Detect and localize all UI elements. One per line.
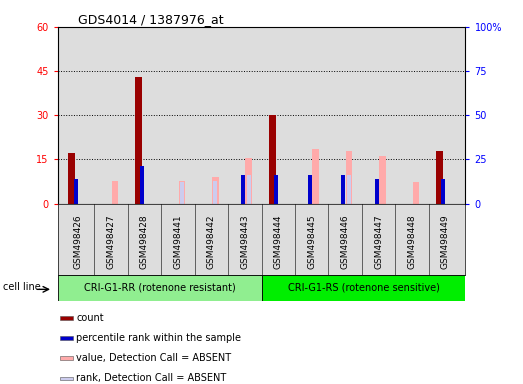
Bar (341, 175, 345, 204)
Bar (60, 336, 73, 340)
Bar (436, 151, 443, 204)
Bar (312, 149, 319, 204)
Bar (68, 154, 75, 204)
Bar (178, 180, 185, 204)
Text: GSM498443: GSM498443 (240, 214, 249, 269)
Bar (212, 177, 219, 204)
Text: value, Detection Call = ABSENT: value, Detection Call = ABSENT (76, 353, 232, 363)
Bar (135, 77, 142, 204)
Text: GSM498446: GSM498446 (340, 214, 349, 269)
Bar (60, 377, 73, 380)
Text: rank, Detection Call = ABSENT: rank, Detection Call = ABSENT (76, 373, 226, 383)
Bar (74, 179, 77, 204)
Text: GSM498426: GSM498426 (73, 214, 82, 269)
Bar (180, 182, 184, 204)
Text: GDS4014 / 1387976_at: GDS4014 / 1387976_at (78, 13, 223, 26)
Text: GSM498448: GSM498448 (407, 214, 416, 269)
Bar (141, 166, 144, 204)
Bar (374, 179, 379, 204)
Bar (308, 175, 312, 204)
Text: CRI-G1-RR (rotenone resistant): CRI-G1-RR (rotenone resistant) (84, 283, 235, 293)
Bar (245, 157, 252, 204)
Bar (347, 175, 351, 204)
Bar (268, 115, 276, 204)
Text: GSM498445: GSM498445 (307, 214, 316, 269)
Bar (274, 175, 278, 204)
Text: CRI-G1-RS (rotenone sensitive): CRI-G1-RS (rotenone sensitive) (288, 283, 439, 293)
Text: GSM498441: GSM498441 (174, 214, 183, 269)
Bar (58, 275, 262, 301)
Bar (346, 151, 353, 204)
Text: count: count (76, 313, 104, 323)
Text: GSM498447: GSM498447 (374, 214, 383, 269)
Bar (413, 182, 419, 204)
Bar (60, 356, 73, 360)
Bar (247, 175, 251, 204)
Bar (379, 156, 386, 204)
Text: percentile rank within the sample: percentile rank within the sample (76, 333, 241, 343)
Text: GSM498428: GSM498428 (140, 214, 149, 269)
Text: cell line: cell line (3, 281, 41, 292)
Bar (241, 175, 245, 204)
Bar (112, 180, 118, 204)
Bar (441, 179, 446, 204)
Text: GSM498444: GSM498444 (274, 214, 283, 269)
Bar (60, 316, 73, 320)
Text: GSM498427: GSM498427 (107, 214, 116, 269)
Bar (213, 180, 218, 204)
Bar (262, 275, 465, 301)
Text: GSM498442: GSM498442 (207, 214, 216, 269)
Text: GSM498449: GSM498449 (441, 214, 450, 269)
